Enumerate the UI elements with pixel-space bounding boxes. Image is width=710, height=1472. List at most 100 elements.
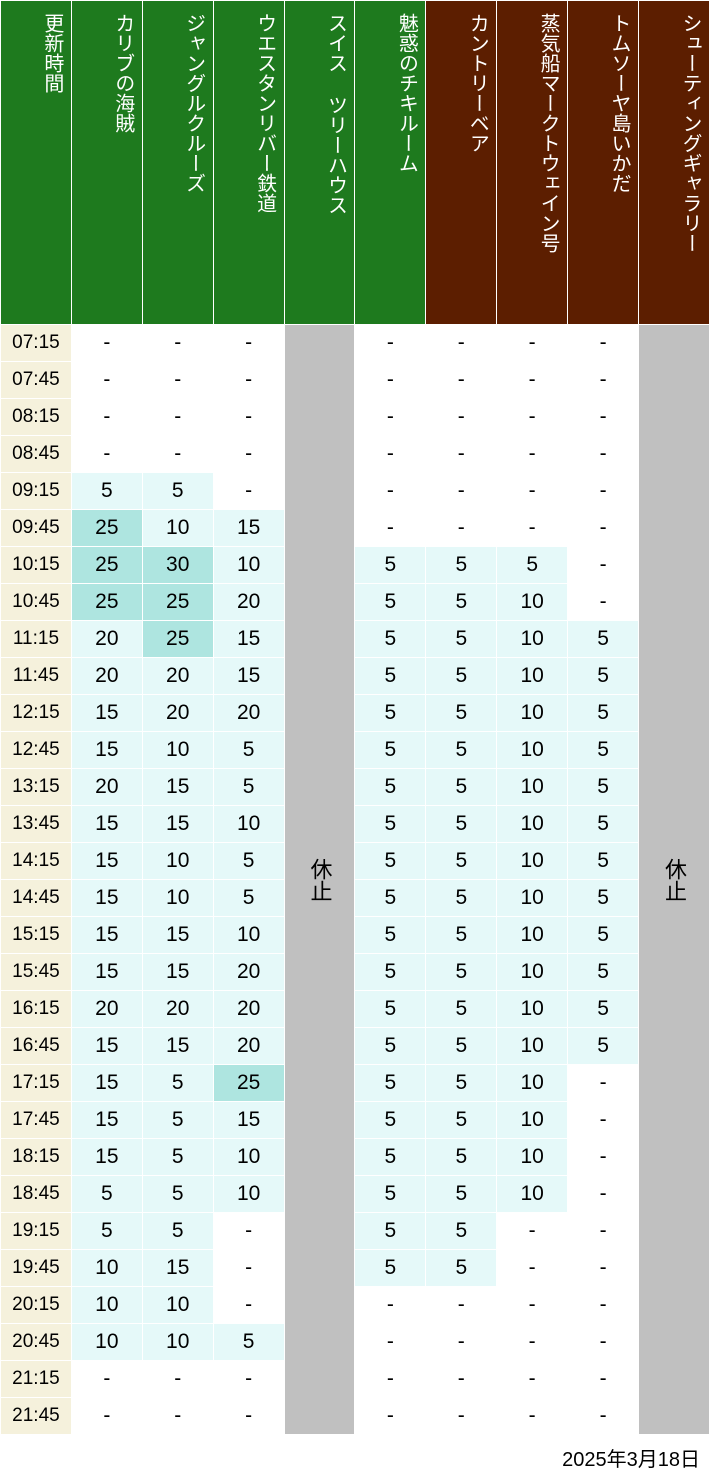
time-cell: 14:15 <box>1 843 72 880</box>
wait-cell: 5 <box>497 547 568 584</box>
wait-cell: 10 <box>71 1287 142 1324</box>
table-row: 16:1520202055105 <box>1 991 710 1028</box>
table-row: 09:1555----- <box>1 473 710 510</box>
wait-cell: 5 <box>426 1065 497 1102</box>
time-cell: 08:45 <box>1 436 72 473</box>
wait-cell: - <box>213 1287 284 1324</box>
wait-cell: - <box>568 1361 639 1398</box>
wait-cell: - <box>426 362 497 399</box>
time-cell: 17:45 <box>1 1102 72 1139</box>
wait-cell: - <box>142 362 213 399</box>
wait-cell: - <box>142 1398 213 1435</box>
wait-cell: 5 <box>355 1102 426 1139</box>
time-cell: 16:15 <box>1 991 72 1028</box>
table-row: 11:1520251555105 <box>1 621 710 658</box>
table-row: 16:4515152055105 <box>1 1028 710 1065</box>
table-row: 08:45------- <box>1 436 710 473</box>
time-cell: 15:45 <box>1 954 72 991</box>
wait-cell: 5 <box>426 547 497 584</box>
wait-cell: 10 <box>497 1139 568 1176</box>
wait-cell: 15 <box>142 954 213 991</box>
table-row: 21:15------- <box>1 1361 710 1398</box>
wait-cell: - <box>426 399 497 436</box>
wait-cell: - <box>355 399 426 436</box>
wait-cell: 20 <box>213 584 284 621</box>
wait-cell: 15 <box>142 917 213 954</box>
wait-cell: 10 <box>497 917 568 954</box>
wait-cell: 10 <box>497 880 568 917</box>
wait-cell: 15 <box>71 880 142 917</box>
wait-cell: 10 <box>213 547 284 584</box>
wait-cell: 10 <box>142 1287 213 1324</box>
wait-cell: 10 <box>142 880 213 917</box>
wait-cell: 10 <box>497 806 568 843</box>
wait-cell: 5 <box>568 695 639 732</box>
wait-cell: 5 <box>355 695 426 732</box>
wait-cell: 5 <box>568 621 639 658</box>
time-cell: 21:45 <box>1 1398 72 1435</box>
wait-cell: - <box>497 1213 568 1250</box>
table-row: 20:151010----- <box>1 1287 710 1324</box>
table-row: 17:15155255510- <box>1 1065 710 1102</box>
wait-cell: 20 <box>71 991 142 1028</box>
wait-cell: - <box>355 1324 426 1361</box>
wait-cell: 10 <box>213 1139 284 1176</box>
wait-cell: 20 <box>213 991 284 1028</box>
wait-cell: - <box>213 436 284 473</box>
wait-cell: 15 <box>213 1102 284 1139</box>
wait-cell: 15 <box>71 1028 142 1065</box>
wait-cell: 15 <box>213 621 284 658</box>
wait-cell: - <box>213 1213 284 1250</box>
wait-cell: 5 <box>355 806 426 843</box>
wait-cell: 5 <box>213 880 284 917</box>
time-cell: 15:15 <box>1 917 72 954</box>
wait-cell: 5 <box>426 880 497 917</box>
table-row: 13:4515151055105 <box>1 806 710 843</box>
wait-cell: 25 <box>213 1065 284 1102</box>
wait-cell: - <box>213 362 284 399</box>
wait-cell: 5 <box>426 843 497 880</box>
wait-cell: - <box>497 1398 568 1435</box>
header-row: 更新時間カリブの海賊ジャングルクルーズウエスタンリバー鉄道スイス ツリーハウス魅… <box>1 1 710 325</box>
wait-cell: 20 <box>71 769 142 806</box>
wait-cell: 5 <box>568 991 639 1028</box>
wait-cell: - <box>568 510 639 547</box>
wait-cell: 5 <box>355 732 426 769</box>
wait-cell: - <box>213 1250 284 1287</box>
wait-cell: 5 <box>426 1250 497 1287</box>
wait-cell: 15 <box>71 732 142 769</box>
wait-cell: - <box>568 1324 639 1361</box>
table-row: 07:15---休止----休止 <box>1 325 710 362</box>
wait-cell: 15 <box>142 769 213 806</box>
wait-cell: 20 <box>71 621 142 658</box>
wait-cell: 10 <box>142 1324 213 1361</box>
table-row: 10:15253010555- <box>1 547 710 584</box>
wait-cell: - <box>568 1287 639 1324</box>
wait-cell: - <box>568 547 639 584</box>
wait-cell: - <box>426 436 497 473</box>
wait-cell: 5 <box>71 1213 142 1250</box>
attraction-header: ウエスタンリバー鉄道 <box>213 1 284 325</box>
wait-cell: - <box>568 1250 639 1287</box>
wait-cell: 5 <box>426 658 497 695</box>
wait-cell: 10 <box>497 695 568 732</box>
wait-cell: 15 <box>71 1065 142 1102</box>
time-cell: 12:45 <box>1 732 72 769</box>
wait-cell: 10 <box>497 1102 568 1139</box>
wait-cell: - <box>142 1361 213 1398</box>
wait-cell: 10 <box>497 584 568 621</box>
wait-cell: 5 <box>568 806 639 843</box>
time-cell: 18:45 <box>1 1176 72 1213</box>
wait-cell: 5 <box>426 954 497 991</box>
wait-cell: - <box>355 1361 426 1398</box>
wait-cell: - <box>568 1065 639 1102</box>
wait-cell: 25 <box>142 584 213 621</box>
time-cell: 13:15 <box>1 769 72 806</box>
table-row: 19:1555-55-- <box>1 1213 710 1250</box>
wait-cell: - <box>426 1398 497 1435</box>
time-cell: 18:15 <box>1 1139 72 1176</box>
time-cell: 11:15 <box>1 621 72 658</box>
wait-cell: 10 <box>142 510 213 547</box>
wait-cell: 5 <box>355 547 426 584</box>
time-cell: 20:45 <box>1 1324 72 1361</box>
